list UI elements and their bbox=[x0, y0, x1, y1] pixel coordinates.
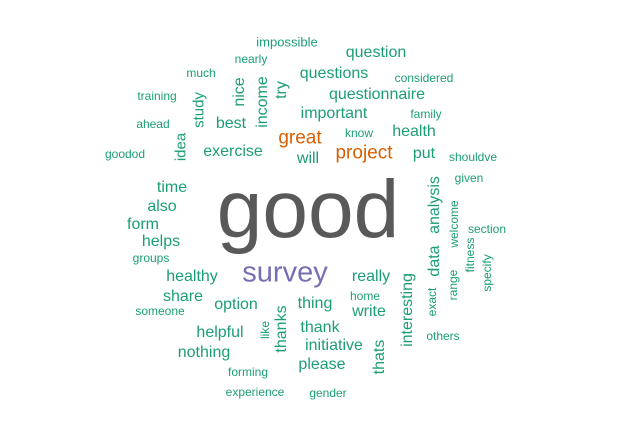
word-thing: thing bbox=[297, 295, 333, 312]
word-family: family bbox=[410, 107, 442, 121]
word-questions: questions bbox=[299, 65, 369, 82]
word-much: much bbox=[186, 66, 216, 80]
word-impossible: impossible bbox=[256, 34, 318, 50]
word-health: health bbox=[392, 123, 436, 140]
word-forming: forming bbox=[227, 365, 269, 379]
word-will: will bbox=[296, 150, 320, 167]
word-experience: experience bbox=[225, 385, 285, 399]
word-analysis: analysis bbox=[426, 176, 443, 234]
word-try: try bbox=[273, 81, 290, 99]
word-write: write bbox=[352, 303, 386, 320]
word-thanks: thanks bbox=[273, 305, 290, 353]
word-someone: someone bbox=[135, 304, 185, 318]
word-ahead: ahead bbox=[136, 117, 170, 131]
word-given: given bbox=[454, 171, 484, 185]
word-know: know bbox=[344, 126, 374, 140]
word-really: really bbox=[351, 268, 391, 285]
word-good: good bbox=[216, 164, 400, 255]
word-shouldve: shouldve bbox=[448, 150, 498, 164]
word-also: also bbox=[147, 198, 177, 215]
word-nearly: nearly bbox=[234, 52, 268, 66]
word-considered: considered bbox=[394, 71, 454, 85]
word-thank: thank bbox=[300, 319, 340, 336]
word-idea: idea bbox=[172, 132, 190, 162]
word-like: like bbox=[258, 320, 272, 340]
word-thats: thats bbox=[371, 339, 388, 375]
word-project: project bbox=[335, 142, 393, 164]
word-question: question bbox=[345, 44, 407, 61]
word-others: others bbox=[426, 329, 460, 343]
word-please: please bbox=[298, 356, 346, 373]
word-put: put bbox=[412, 145, 436, 162]
word-nice: nice bbox=[231, 77, 248, 107]
word-goodod: goodod bbox=[104, 147, 146, 161]
word-share: share bbox=[162, 288, 204, 305]
word-training: training bbox=[137, 89, 177, 103]
word-option: option bbox=[214, 296, 258, 313]
word-exact: exact bbox=[425, 287, 439, 317]
word-fitness: fitness bbox=[463, 237, 477, 273]
word-helps: helps bbox=[141, 233, 181, 250]
word-home: home bbox=[349, 289, 381, 303]
word-welcome: welcome bbox=[447, 200, 461, 248]
word-nothing: nothing bbox=[177, 344, 231, 361]
word-best: best bbox=[215, 115, 247, 132]
word-data: data bbox=[426, 245, 443, 277]
word-study: study bbox=[190, 92, 208, 128]
word-healthy: healthy bbox=[166, 268, 218, 285]
word-questionnaire: questionnaire bbox=[328, 86, 426, 103]
word-interesting: interesting bbox=[399, 273, 416, 347]
word-survey: survey bbox=[242, 256, 328, 289]
word-income: income bbox=[254, 76, 271, 128]
word-form: form bbox=[127, 216, 159, 233]
word-section: section bbox=[467, 222, 507, 236]
word-important: important bbox=[300, 105, 368, 122]
word-time: time bbox=[156, 179, 188, 196]
word-helpful: helpful bbox=[196, 324, 244, 341]
word-initiative: initiative bbox=[305, 337, 363, 354]
word-gender: gender bbox=[309, 386, 347, 400]
word-exercise: exercise bbox=[203, 143, 263, 160]
word-groups: groups bbox=[132, 251, 170, 265]
word-range: range bbox=[446, 269, 460, 301]
word-great: great bbox=[278, 127, 322, 149]
word-specify: specify bbox=[480, 254, 494, 292]
